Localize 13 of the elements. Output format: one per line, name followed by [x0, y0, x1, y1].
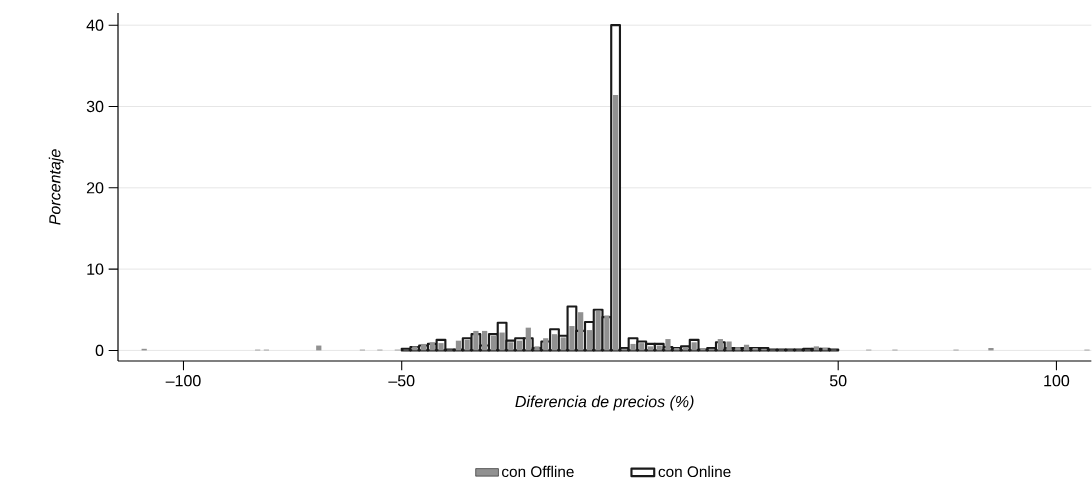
x-tick-label: 50	[829, 375, 847, 387]
y-tick-label: 0	[95, 344, 104, 357]
legend-label: con Offline	[502, 465, 574, 478]
x-tick-label: –100	[165, 375, 201, 387]
y-tick-label: 30	[86, 100, 104, 113]
legend-label: con Online	[658, 465, 731, 478]
x-tick-label: 100	[1044, 375, 1070, 387]
y-axis-title: Porcentaje	[48, 149, 64, 225]
x-axis-title: Diferencia de precios (%)	[515, 395, 694, 411]
y-tick-label: 20	[86, 182, 104, 194]
y-tick-label: 40	[86, 19, 104, 31]
x-tick-label: –50	[388, 375, 415, 387]
y-tick-label: 10	[87, 263, 104, 275]
